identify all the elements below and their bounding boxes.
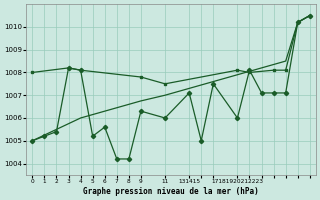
X-axis label: Graphe pression niveau de la mer (hPa): Graphe pression niveau de la mer (hPa) bbox=[83, 187, 259, 196]
